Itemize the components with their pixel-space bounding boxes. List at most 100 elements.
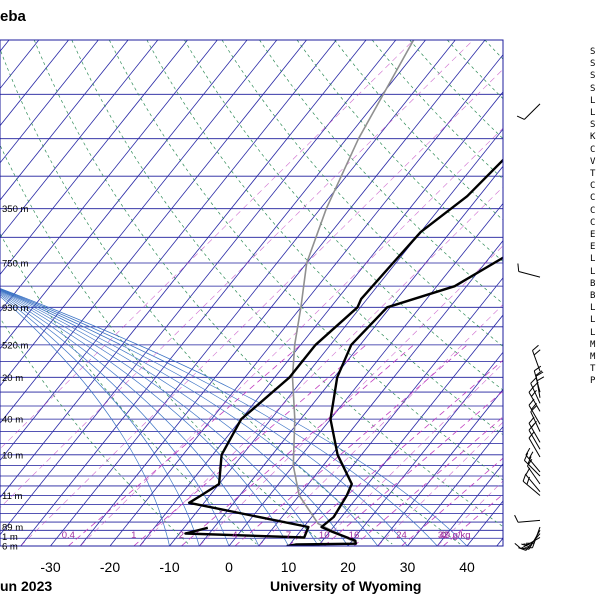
height-label: 89 m [2, 523, 23, 534]
moist-adiabat [0, 292, 230, 546]
wind-barb [530, 405, 541, 432]
temperature-line [286, 256, 503, 546]
wind-barb [525, 447, 541, 473]
barb-staff [524, 460, 541, 477]
barb-feather [526, 476, 530, 485]
footer-date: un 2023 [0, 578, 53, 594]
index-row: B [590, 291, 596, 302]
isotherm-line [347, 351, 503, 546]
barb-feather [530, 377, 537, 384]
wind-barb [528, 385, 541, 412]
index-row: E [590, 242, 596, 253]
dry-adiabat [108, 40, 503, 481]
wind-barb [517, 263, 541, 278]
mixing-ratio-line [437, 480, 503, 546]
barb-feather [534, 365, 542, 372]
isotherm-line [0, 40, 188, 276]
dry-adiabat [371, 40, 503, 180]
moist-adiabat [0, 288, 438, 546]
index-row: V [590, 156, 596, 167]
x-tick-label: 10 [281, 559, 297, 575]
wind-barb [514, 514, 541, 523]
plot-frame [0, 39, 504, 547]
moist-adiabat [0, 294, 200, 546]
barb-feather [528, 416, 535, 424]
barb-feather [531, 389, 537, 397]
moist-adiabat [0, 295, 170, 546]
isotherm-line [228, 202, 503, 546]
isotherm-line [169, 128, 503, 546]
dry-adiabat [146, 40, 503, 436]
barb-staff [518, 271, 541, 278]
height-label: 930 m [2, 303, 28, 314]
sounding-profiles [184, 40, 503, 546]
station-title: eba [0, 8, 26, 25]
x-tick-label: 40 [459, 559, 475, 575]
mixing-ratio-line [199, 245, 503, 546]
mixing-ratio-label: 24 [396, 530, 407, 541]
dry-adiabat [484, 40, 503, 60]
isotherm-line [496, 537, 503, 546]
index-row: L [590, 303, 596, 314]
barb-feather [514, 543, 522, 549]
mixing-ratio-label: 16 [349, 530, 360, 541]
isotherm-line [109, 54, 503, 546]
moist-adiabat [0, 291, 260, 546]
mixing-ratio-line [318, 362, 503, 546]
barb-feather [525, 467, 531, 476]
barb-feather [535, 371, 544, 377]
barb-feather [521, 543, 530, 548]
moist-adiabat [0, 289, 349, 546]
isotherm-line [139, 91, 503, 546]
isotherm-line [0, 40, 337, 462]
wind-barb [528, 398, 541, 425]
barb-staff [525, 454, 541, 473]
barb-staff [528, 423, 541, 443]
barb-feather [522, 473, 527, 482]
barb-staff [528, 429, 541, 450]
index-row: E [590, 230, 596, 241]
x-tick-label: -20 [100, 559, 120, 575]
isotherm-line [0, 40, 278, 387]
barb-feather [536, 376, 545, 382]
barb-staff [528, 437, 541, 458]
dry-adiabat [259, 40, 503, 305]
wind-barb [535, 371, 545, 398]
mixing-ratio-line [442, 493, 503, 546]
index-row: C [590, 181, 596, 192]
barb-staff [535, 376, 541, 398]
isotherm-line [527, 40, 600, 546]
barb-feather [521, 547, 530, 550]
wind-barb [523, 452, 541, 477]
index-row: S [590, 71, 596, 82]
moist-adiabat [0, 288, 468, 546]
isotherm-line [0, 40, 99, 164]
index-row: T [590, 364, 596, 375]
isotherm-line [0, 40, 218, 313]
isotherm-line [377, 388, 503, 546]
mixing-ratio-line [323, 390, 503, 546]
isotherm-line [317, 314, 503, 546]
parcel-path [291, 40, 415, 544]
isotherm-line [79, 40, 486, 546]
index-row: S [590, 47, 596, 57]
dry-adiabat [334, 40, 503, 221]
barb-staff [520, 537, 541, 549]
mixing-ratio-label: 32 [438, 530, 449, 541]
mixing-ratio-line [0, 40, 414, 450]
dry-adiabat [0, 317, 189, 545]
index-row: L [590, 266, 596, 277]
index-row: M [590, 339, 596, 350]
dry-adiabat [447, 40, 503, 100]
moist-adiabat [0, 291, 289, 546]
barb-feather [514, 514, 519, 523]
wind-barb [528, 423, 541, 450]
wind-barb [514, 537, 541, 549]
mixing-ratio-label: 40 g/kg [439, 530, 470, 541]
dry-adiabat [221, 40, 503, 347]
mixing-ratio-line [139, 186, 503, 546]
barb-feather [528, 423, 535, 431]
barb-staff [528, 404, 541, 425]
moist-adiabat [0, 290, 319, 546]
